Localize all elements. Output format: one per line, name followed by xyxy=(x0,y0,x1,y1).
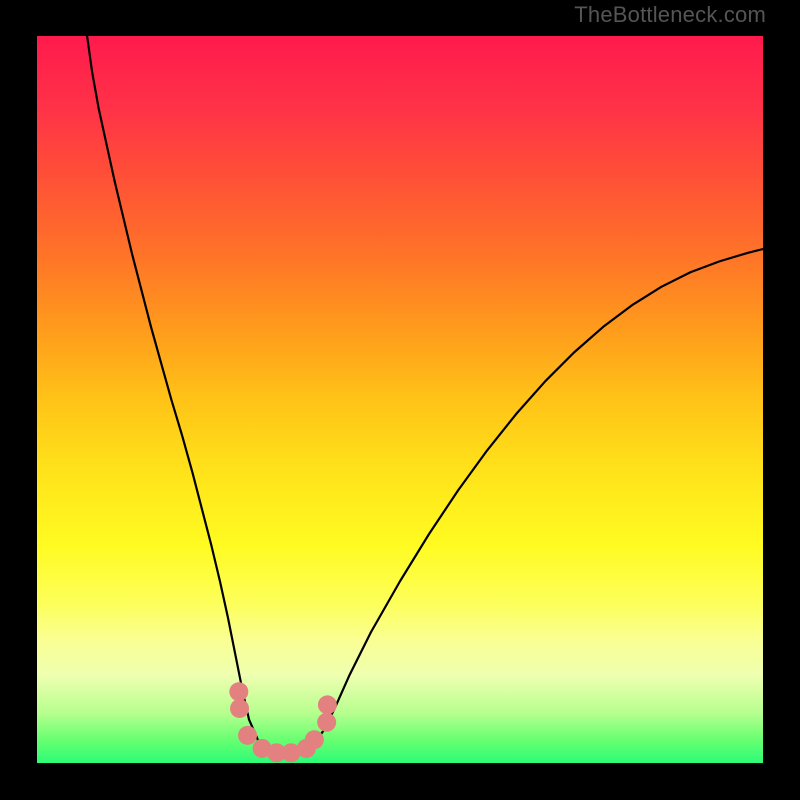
datapoint xyxy=(238,726,257,745)
datapoint xyxy=(318,695,337,714)
datapoint xyxy=(230,699,249,718)
plot-svg xyxy=(37,36,763,763)
datapoint xyxy=(317,713,336,732)
plot-area xyxy=(37,36,763,763)
figure-root: { "canvas": { "width": 800, "height": 80… xyxy=(0,0,800,800)
datapoint xyxy=(305,730,324,749)
gradient-background xyxy=(37,36,763,763)
watermark-text: TheBottleneck.com xyxy=(574,2,766,28)
datapoint xyxy=(229,682,248,701)
